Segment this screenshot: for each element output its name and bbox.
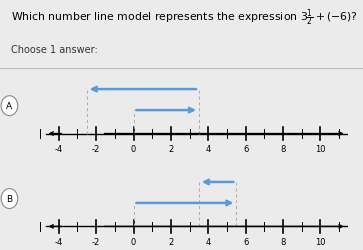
Text: 6: 6	[243, 144, 248, 154]
Text: -4: -4	[54, 237, 63, 246]
Text: 4: 4	[206, 144, 211, 154]
Text: 8: 8	[280, 237, 286, 246]
Text: 2: 2	[168, 144, 174, 154]
Text: 2: 2	[168, 237, 174, 246]
Text: 8: 8	[280, 144, 286, 154]
Text: Which number line model represents the expression $3\frac{1}{2} + (-6)$?: Which number line model represents the e…	[11, 8, 358, 29]
Text: B: B	[7, 194, 12, 203]
Circle shape	[1, 96, 18, 116]
Text: -2: -2	[92, 144, 100, 154]
Text: 0: 0	[131, 144, 136, 154]
Text: 6: 6	[243, 237, 248, 246]
Text: 0: 0	[131, 237, 136, 246]
Text: 4: 4	[206, 237, 211, 246]
Text: 10: 10	[315, 144, 326, 154]
Text: -4: -4	[54, 144, 63, 154]
Circle shape	[1, 189, 18, 209]
Text: 10: 10	[315, 237, 326, 246]
Text: Choose 1 answer:: Choose 1 answer:	[11, 45, 98, 55]
Text: -2: -2	[92, 237, 100, 246]
Text: A: A	[7, 102, 12, 111]
